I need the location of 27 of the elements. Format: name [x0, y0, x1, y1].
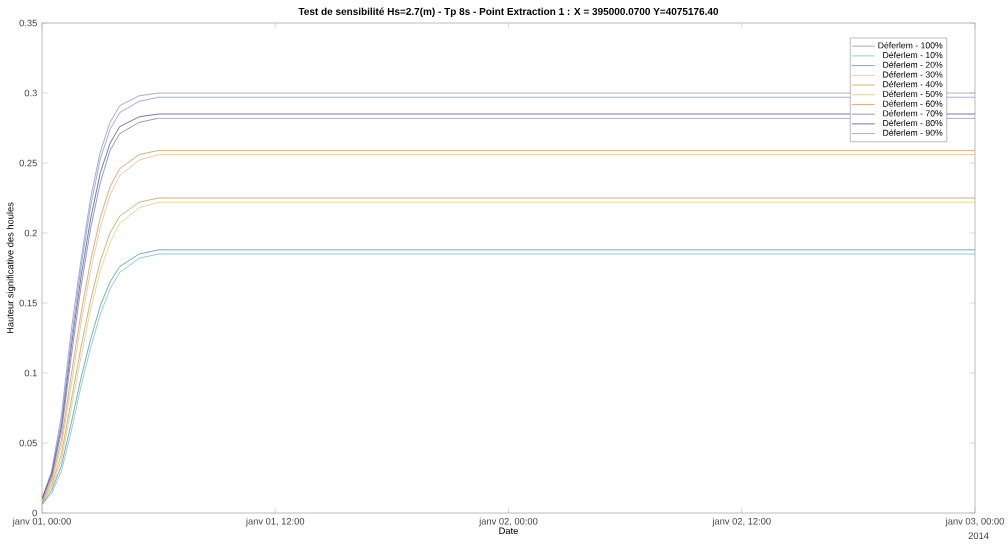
y-tick-label: 0.2: [24, 229, 37, 237]
y-tick-label: 0: [32, 509, 37, 517]
x-axis-title: Date: [499, 527, 518, 535]
legend-label: Déferlem - 80%: [883, 119, 943, 127]
legend-label: Déferlem - 40%: [883, 80, 943, 88]
x-tick-label: janv 01, 12:00: [245, 517, 305, 527]
y-tick-label: 0.25: [19, 159, 37, 167]
legend-label: Déferlem - 90%: [883, 129, 943, 136]
legend-label: Déferlem - 100%: [878, 41, 943, 49]
legend-label: Déferlem - 50%: [883, 90, 943, 98]
text: 2014: [968, 532, 989, 539]
y-tick-label: 0.05: [19, 439, 37, 447]
x-tick-label: janv 02, 12:00: [712, 517, 771, 527]
x-tick-label: janv 01, 00:00: [12, 517, 71, 527]
chart-title: Test de sensibilité Hs=2.7(m) - Tp 8s - Point Extraction 1 : X = 395000.0700 Y=4075176.40: [298, 7, 719, 17]
x-tick-label: janv 02, 00:00: [478, 517, 538, 527]
y-tick-label: 0.15: [19, 299, 37, 307]
legend-label: Déferlem - 10%: [883, 51, 943, 59]
legend-label: Déferlem - 20%: [883, 61, 943, 68]
x-tick-label: janv 03, 00:00: [945, 517, 1004, 527]
y-axis-title: Hauteur significative des houles: [6, 202, 16, 334]
y-tick-label: 0.3: [24, 89, 37, 97]
y-tick-label: 0.1: [24, 369, 37, 377]
y-tick-label: 0.35: [19, 19, 37, 27]
legend-label: Déferlem - 70%: [883, 109, 943, 117]
legend-label: Déferlem - 30%: [883, 71, 943, 78]
legend-label: Déferlem - 60%: [883, 100, 943, 107]
